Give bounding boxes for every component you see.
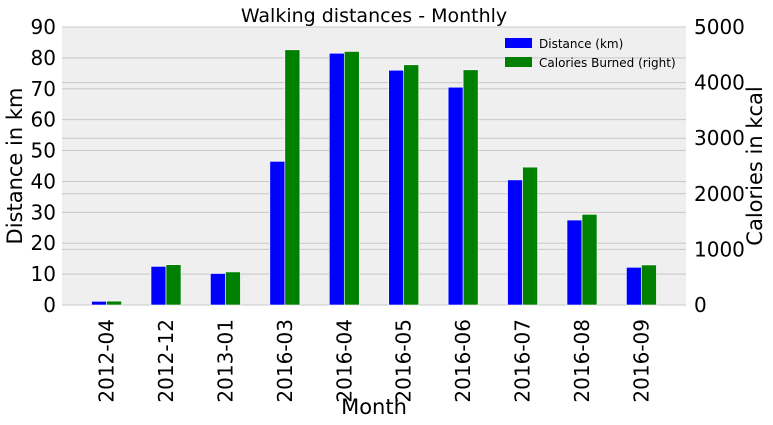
bar-calories xyxy=(581,214,598,306)
bar-calories xyxy=(462,69,479,306)
x-tick-label: 2013-01 xyxy=(213,319,237,403)
x-tick-label: 2016-09 xyxy=(629,319,653,403)
x-tick-label: 2016-04 xyxy=(332,319,356,403)
y-tick-label-left: 40 xyxy=(31,169,56,193)
bars xyxy=(91,49,657,306)
x-ticks: 2012-04 2012-12 2013-01 2016-03 2016-04 2016-… xyxy=(95,319,654,403)
y-tick-label-right: 0 xyxy=(694,293,707,317)
x-tick-label: 2016-03 xyxy=(273,319,297,403)
bar-calories xyxy=(284,49,301,306)
bar-distance xyxy=(507,179,523,306)
bar-distance xyxy=(388,69,405,306)
y-tick-label-right: 5000 xyxy=(694,15,745,39)
left-y-ticks: 0 10 20 30 40 50 60 70 80 90 xyxy=(31,15,56,317)
x-tick-label: 2016-07 xyxy=(511,319,535,403)
y-tick-label-left: 0 xyxy=(43,293,56,317)
x-tick-label: 2012-12 xyxy=(154,319,178,403)
y-tick-label-left: 10 xyxy=(31,262,56,286)
legend: Distance (km) Calories Burned (right) xyxy=(505,37,676,70)
bar-calories xyxy=(106,300,122,306)
legend-swatch-distance xyxy=(505,38,532,48)
bar-calories xyxy=(165,264,182,306)
y-tick-label-left: 90 xyxy=(31,15,56,39)
bar-calories xyxy=(343,51,360,306)
chart-title: Walking distances - Monthly xyxy=(241,5,507,27)
y-tick-label-right: 3000 xyxy=(694,126,745,150)
left-y-axis-label: Distance in km xyxy=(3,88,27,245)
bar-distance xyxy=(269,161,286,306)
bar-calories xyxy=(641,264,657,306)
bar-distance xyxy=(328,52,345,306)
y-tick-label-left: 70 xyxy=(31,77,56,101)
y-tick-label-left: 20 xyxy=(31,231,56,255)
bar-distance xyxy=(210,273,226,306)
right-y-axis-label: Calories in kcal xyxy=(743,86,767,245)
right-y-ticks: 0 1000 2000 3000 4000 5000 xyxy=(694,15,745,317)
y-tick-label-right: 1000 xyxy=(694,237,745,261)
legend-swatch-calories xyxy=(505,57,532,67)
x-tick-label: 2012-04 xyxy=(95,319,119,403)
y-tick-label-left: 60 xyxy=(31,108,56,132)
bar-distance xyxy=(150,266,167,306)
y-tick-label-left: 50 xyxy=(31,139,56,163)
bar-distance xyxy=(91,300,107,306)
bar-calories xyxy=(522,166,538,306)
y-tick-label-left: 80 xyxy=(31,46,56,70)
y-tick-label-left: 30 xyxy=(31,200,56,224)
y-tick-label-right: 2000 xyxy=(694,182,745,206)
bar-calories xyxy=(225,271,241,306)
x-tick-label: 2016-08 xyxy=(570,319,594,403)
x-tick-label: 2016-06 xyxy=(451,319,475,403)
y-tick-label-right: 4000 xyxy=(694,71,745,95)
bar-distance xyxy=(447,86,464,306)
bar-calories xyxy=(403,64,420,306)
legend-label-calories: Calories Burned (right) xyxy=(539,56,676,70)
bar-distance xyxy=(566,219,583,306)
legend-label-distance: Distance (km) xyxy=(539,37,623,51)
x-tick-label: 2016-05 xyxy=(392,319,416,403)
x-axis-label: Month xyxy=(341,395,407,419)
bar-distance xyxy=(626,267,642,306)
